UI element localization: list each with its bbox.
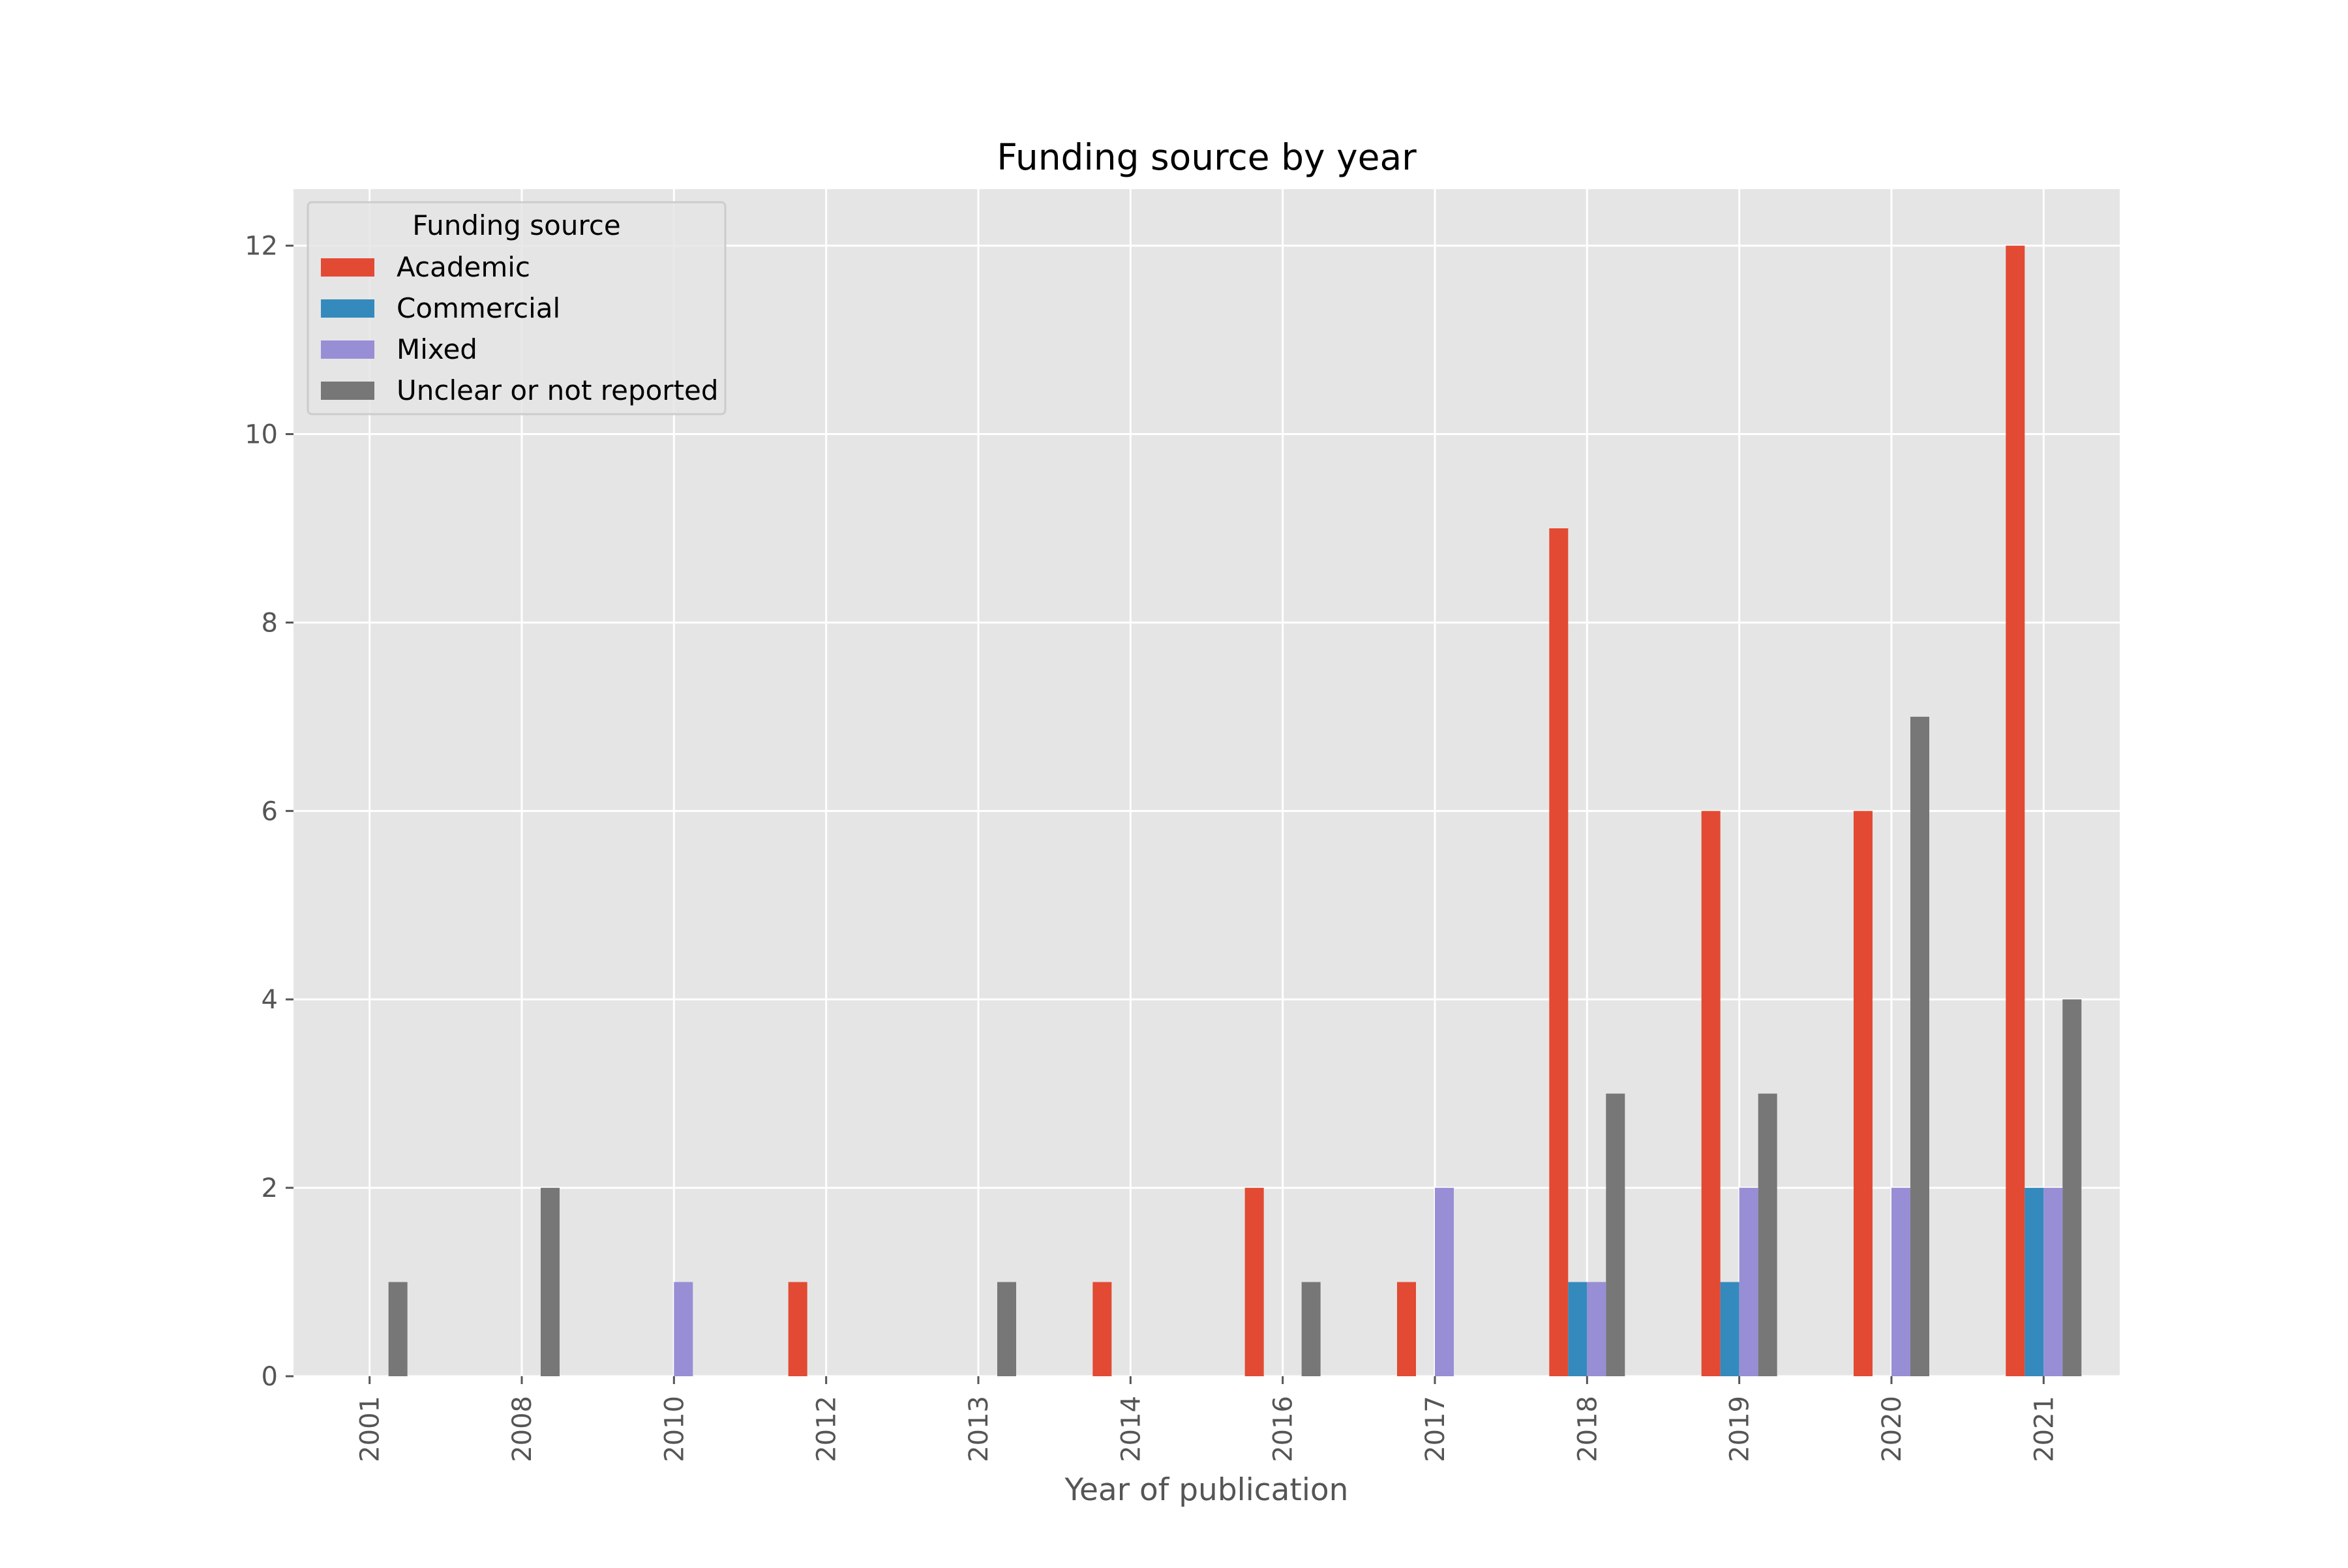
bar-academic-2014 bbox=[1092, 1282, 1112, 1376]
bar-unclear-or-not-reported-2019 bbox=[1758, 1093, 1777, 1376]
bar-mixed-2019 bbox=[1739, 1188, 1758, 1376]
bar-mixed-2021 bbox=[2043, 1188, 2063, 1376]
legend-swatch bbox=[321, 258, 374, 277]
legend-swatch bbox=[321, 382, 374, 400]
x-tick-label: 2018 bbox=[1573, 1396, 1603, 1462]
bar-unclear-or-not-reported-2018 bbox=[1606, 1093, 1625, 1376]
bar-mixed-2017 bbox=[1435, 1188, 1454, 1376]
bar-unclear-or-not-reported-2001 bbox=[388, 1282, 408, 1376]
bar-commercial-2019 bbox=[1720, 1282, 1739, 1376]
x-axis-label: Year of publication bbox=[1064, 1472, 1349, 1508]
x-tick-label: 2014 bbox=[1116, 1396, 1146, 1462]
bar-academic-2018 bbox=[1549, 528, 1569, 1376]
legend-label: Mixed bbox=[397, 333, 477, 365]
chart-title: Funding source by year bbox=[997, 136, 1417, 178]
bar-mixed-2010 bbox=[674, 1282, 693, 1376]
bar-unclear-or-not-reported-2016 bbox=[1301, 1282, 1321, 1376]
y-tick-label: 6 bbox=[262, 796, 278, 826]
x-tick-label: 2012 bbox=[812, 1396, 842, 1462]
x-tick-label: 2019 bbox=[1725, 1396, 1755, 1462]
bar-academic-2021 bbox=[2006, 245, 2025, 1377]
bar-commercial-2021 bbox=[2024, 1188, 2044, 1376]
x-tick-label: 2017 bbox=[1421, 1396, 1451, 1462]
legend: Funding source Academic Commercial Mixed Un… bbox=[307, 201, 727, 415]
y-tick-label: 10 bbox=[245, 420, 278, 450]
bars bbox=[388, 245, 2082, 1377]
legend-label: Unclear or not reported bbox=[397, 374, 719, 406]
bar-academic-2019 bbox=[1701, 811, 1721, 1376]
y-tick-label: 4 bbox=[262, 985, 278, 1015]
bar-unclear-or-not-reported-2020 bbox=[1910, 716, 1929, 1376]
x-tick-label: 2008 bbox=[507, 1396, 537, 1462]
x-tick-label: 2016 bbox=[1269, 1396, 1299, 1462]
bar-academic-2016 bbox=[1244, 1188, 1264, 1376]
legend-box bbox=[307, 201, 727, 415]
y-tick-label: 0 bbox=[262, 1362, 278, 1392]
legend-label: Commercial bbox=[397, 292, 560, 324]
bar-unclear-or-not-reported-2021 bbox=[2062, 999, 2082, 1376]
legend-swatch bbox=[321, 299, 374, 318]
bar-mixed-2018 bbox=[1587, 1282, 1606, 1376]
grid-lines bbox=[294, 189, 2120, 1378]
x-tick-label: 2010 bbox=[659, 1396, 689, 1462]
bar-academic-2020 bbox=[1854, 811, 1873, 1376]
bar-mixed-2020 bbox=[1891, 1188, 1910, 1376]
y-tick-label: 2 bbox=[262, 1173, 278, 1203]
bar-academic-2017 bbox=[1397, 1282, 1416, 1376]
bar-unclear-or-not-reported-2013 bbox=[997, 1282, 1016, 1376]
x-tick-label: 2001 bbox=[355, 1396, 385, 1462]
x-tick-label: 2020 bbox=[1877, 1396, 1907, 1462]
y-tick-label: 12 bbox=[245, 232, 278, 262]
bar-commercial-2018 bbox=[1568, 1282, 1588, 1376]
legend-swatch bbox=[321, 340, 374, 359]
x-axis-ticks: 2001 2008 2010 2012 2013 2014 2016 2017 2018 2019… bbox=[355, 1376, 2059, 1462]
x-tick-label: 2013 bbox=[964, 1396, 994, 1462]
bar-academic-2012 bbox=[788, 1282, 807, 1376]
legend-title: Funding source bbox=[412, 209, 621, 241]
legend-label: Academic bbox=[397, 251, 530, 283]
y-tick-label: 8 bbox=[262, 608, 278, 638]
x-tick-label: 2021 bbox=[2029, 1396, 2059, 1462]
bar-unclear-or-not-reported-2008 bbox=[541, 1188, 560, 1376]
legend-entries: Academic Commercial Mixed Unclear or not re… bbox=[321, 251, 719, 406]
y-axis-ticks: 0 2 4 6 8 10 12 bbox=[245, 232, 294, 1392]
